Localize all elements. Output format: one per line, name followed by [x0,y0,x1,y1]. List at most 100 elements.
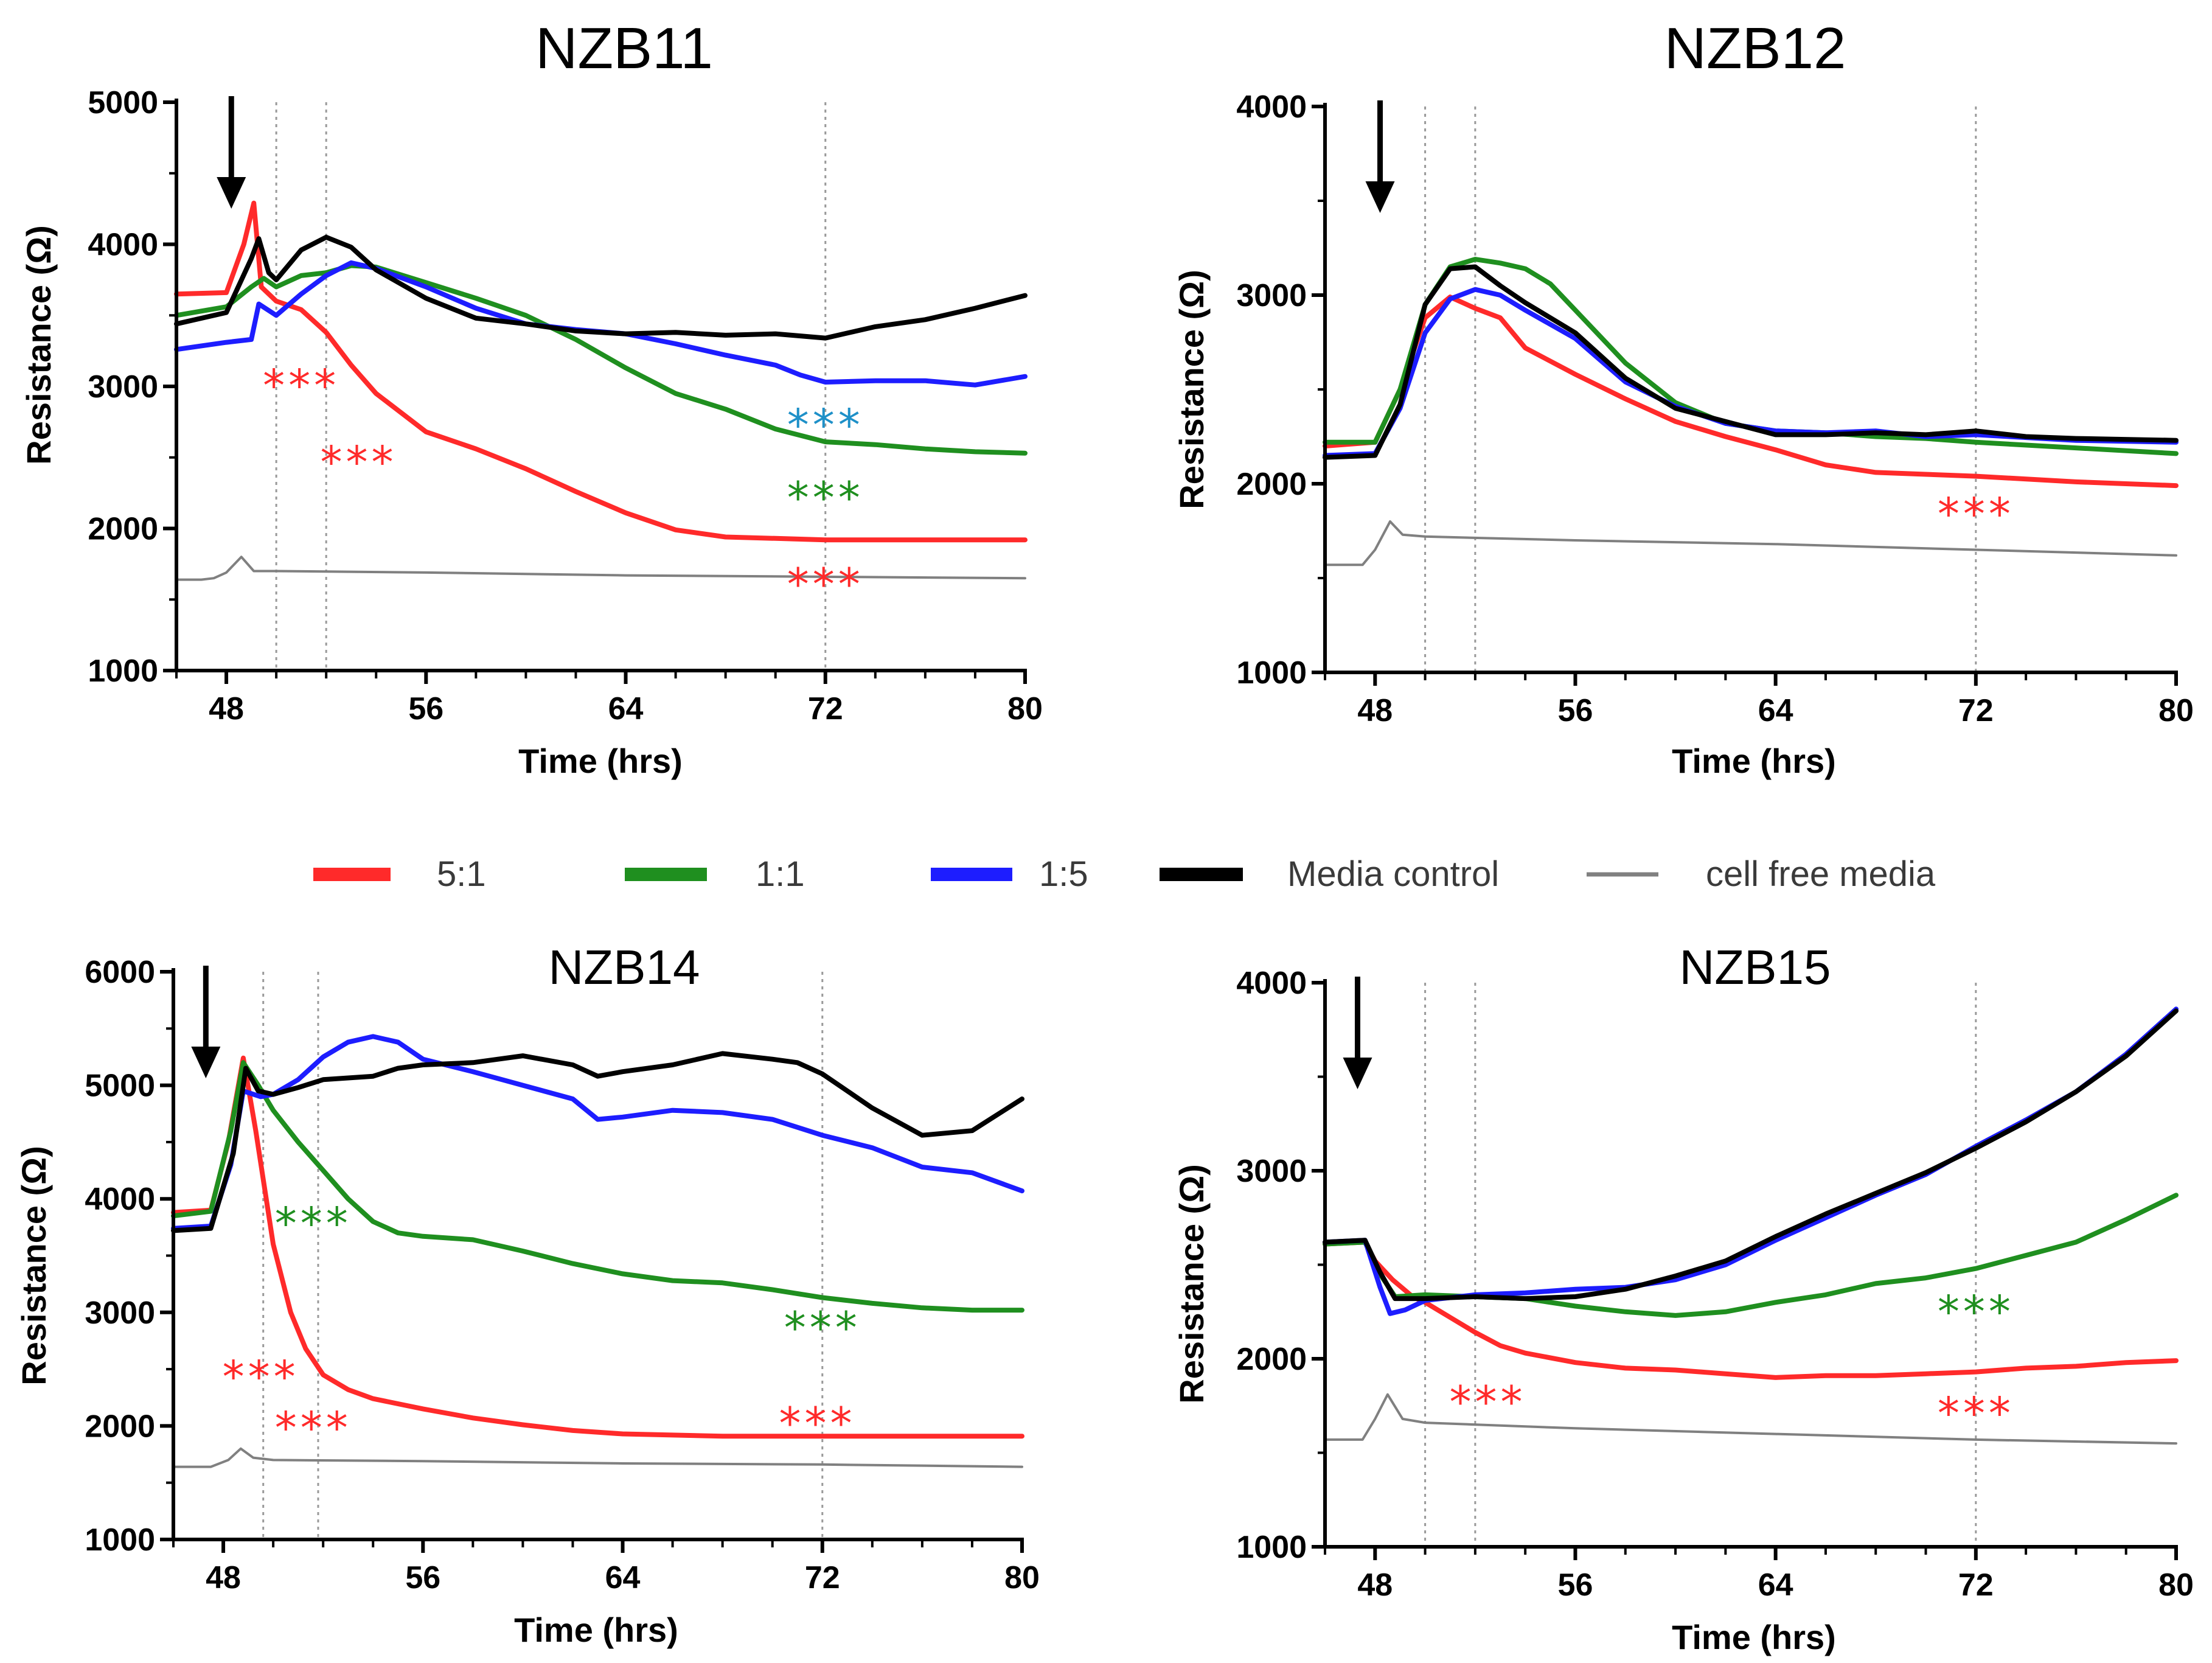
series-line-1-1 [171,1060,1024,1313]
legend-label-1-1: 1:1 [756,854,805,894]
series-line-cell-free-media [1324,1393,2177,1445]
y-tick-label: 1000 [88,654,158,689]
x-tick-label: 48 [1357,1567,1393,1603]
x-axis-title: Time (hrs) [1672,742,1836,780]
significance-marker: *** [275,1402,352,1453]
treatment-arrow-head [1343,1058,1372,1089]
series-line-media-control [1323,1008,2179,1302]
panel-title: NZB11 [535,16,713,81]
x-tick-label: 64 [608,691,644,727]
y-tick-label: 3000 [88,369,158,405]
y-tick-label: 3000 [85,1295,155,1331]
series-line-5-1 [1323,1239,2179,1380]
panel-nzb11: NZB11 Resistance (Ω) Time (hrs) 1000 2000… [19,16,1043,780]
panel-nzb15: NZB15 Resistance (Ω) Time (hrs) 1000 2000… [1172,940,2194,1656]
y-axis-title: Resistance (Ω) [1172,270,1211,509]
legend-label-media-control: Media control [1287,854,1499,894]
x-tick-label: 80 [2158,693,2194,728]
x-tick-label: 56 [405,1560,440,1595]
significance-marker: *** [1938,1388,2014,1439]
y-axis-title: Resistance (Ω) [15,1146,53,1385]
series-line-1-5 [1323,1006,2179,1316]
plot-area: 1000 2000 3000 4000 48 56 64 72 80 *** [1236,89,2194,728]
x-tick-label: 48 [206,1560,241,1595]
y-tick-label: 1000 [85,1522,155,1558]
panel-nzb14: NZB14 Resistance (Ω) Time (hrs) 1000 2000… [15,940,1040,1649]
y-tick-label: 2000 [85,1409,155,1444]
y-axis-title: Resistance (Ω) [19,225,58,464]
panel-title: NZB15 [1680,940,1831,994]
treatment-arrow-head [191,1047,221,1078]
significance-marker: *** [787,400,864,451]
series-line-1-1 [1323,257,2179,456]
y-tick-label: 1000 [1236,1530,1307,1565]
x-tick-label: 80 [1007,691,1043,727]
x-tick-label: 48 [1357,693,1393,728]
y-tick-label: 2000 [88,512,158,547]
significance-marker: *** [223,1351,299,1402]
significance-marker: *** [1938,489,2014,540]
y-tick-label: 3000 [1236,278,1307,313]
treatment-arrow-head [1365,181,1395,213]
series-line-cell-free-media [172,1447,1023,1468]
y-tick-label: 2000 [1236,467,1307,502]
y-tick-label: 4000 [88,228,158,263]
significance-marker: *** [779,1398,856,1449]
significance-marker: *** [787,472,864,523]
x-tick-label: 48 [209,691,244,727]
x-axis-title: Time (hrs) [518,742,683,780]
significance-marker: *** [1449,1376,1526,1428]
x-tick-label: 64 [605,1560,641,1595]
y-tick-label: 5000 [85,1069,155,1104]
y-tick-label: 4000 [1236,966,1307,1001]
series-line-cell-free-media [175,556,1026,581]
series-line-5-1 [1323,295,2179,489]
series-line-media-control [174,234,1028,341]
panel-title: NZB12 [1664,16,1846,81]
x-tick-label: 80 [2158,1567,2194,1603]
series-line-1-1 [174,263,1028,456]
series-line-media-control [171,1051,1024,1233]
x-tick-label: 56 [1558,1567,1593,1603]
y-tick-label: 3000 [1236,1154,1307,1189]
y-tick-label: 2000 [1236,1342,1307,1377]
significance-marker: *** [321,436,397,487]
legend-label-5-1: 5:1 [437,854,486,894]
x-axis-title: Time (hrs) [514,1611,678,1649]
x-axis-title: Time (hrs) [1672,1618,1836,1656]
y-tick-label: 6000 [85,955,155,990]
legend: 5:1 1:1 1:5 Media control cell free medi… [313,854,1936,894]
y-tick-label: 4000 [1236,89,1307,125]
x-tick-label: 72 [808,691,843,727]
treatment-arrow-head [217,177,246,209]
series-line-media-control [1323,264,2179,460]
x-tick-label: 56 [1558,693,1593,728]
y-axis-title: Resistance (Ω) [1172,1164,1211,1403]
significance-marker: *** [784,1302,861,1353]
series-line-1-5 [171,1034,1024,1231]
x-tick-label: 80 [1004,1560,1040,1595]
x-tick-label: 64 [1758,693,1793,728]
y-tick-label: 5000 [88,85,158,120]
significance-marker: *** [263,360,339,411]
x-tick-label: 64 [1758,1567,1793,1603]
significance-marker: *** [787,559,864,610]
series-line-5-1 [174,200,1028,543]
significance-marker: *** [275,1198,352,1249]
x-tick-label: 72 [805,1560,840,1595]
x-tick-label: 72 [1958,693,1994,728]
legend-label-1-5: 1:5 [1039,854,1088,894]
x-tick-label: 72 [1958,1567,1994,1603]
panel-title: NZB14 [549,940,700,994]
series-line-cell-free-media [1324,520,2177,567]
panel-nzb12: NZB12 Resistance (Ω) Time (hrs) 1000 2000… [1172,16,2194,780]
y-tick-label: 4000 [85,1182,155,1217]
plot-area: 1000 2000 3000 4000 5000 48 56 64 72 80 *** *** *** *… [88,85,1043,727]
x-tick-label: 56 [408,691,443,727]
significance-marker: *** [1938,1286,2014,1337]
legend-label-cell-free-media: cell free media [1706,854,1936,894]
y-tick-label: 1000 [1236,655,1307,691]
plot-area: 1000 2000 3000 4000 48 56 64 72 80 *** *** *** [1236,966,2194,1603]
